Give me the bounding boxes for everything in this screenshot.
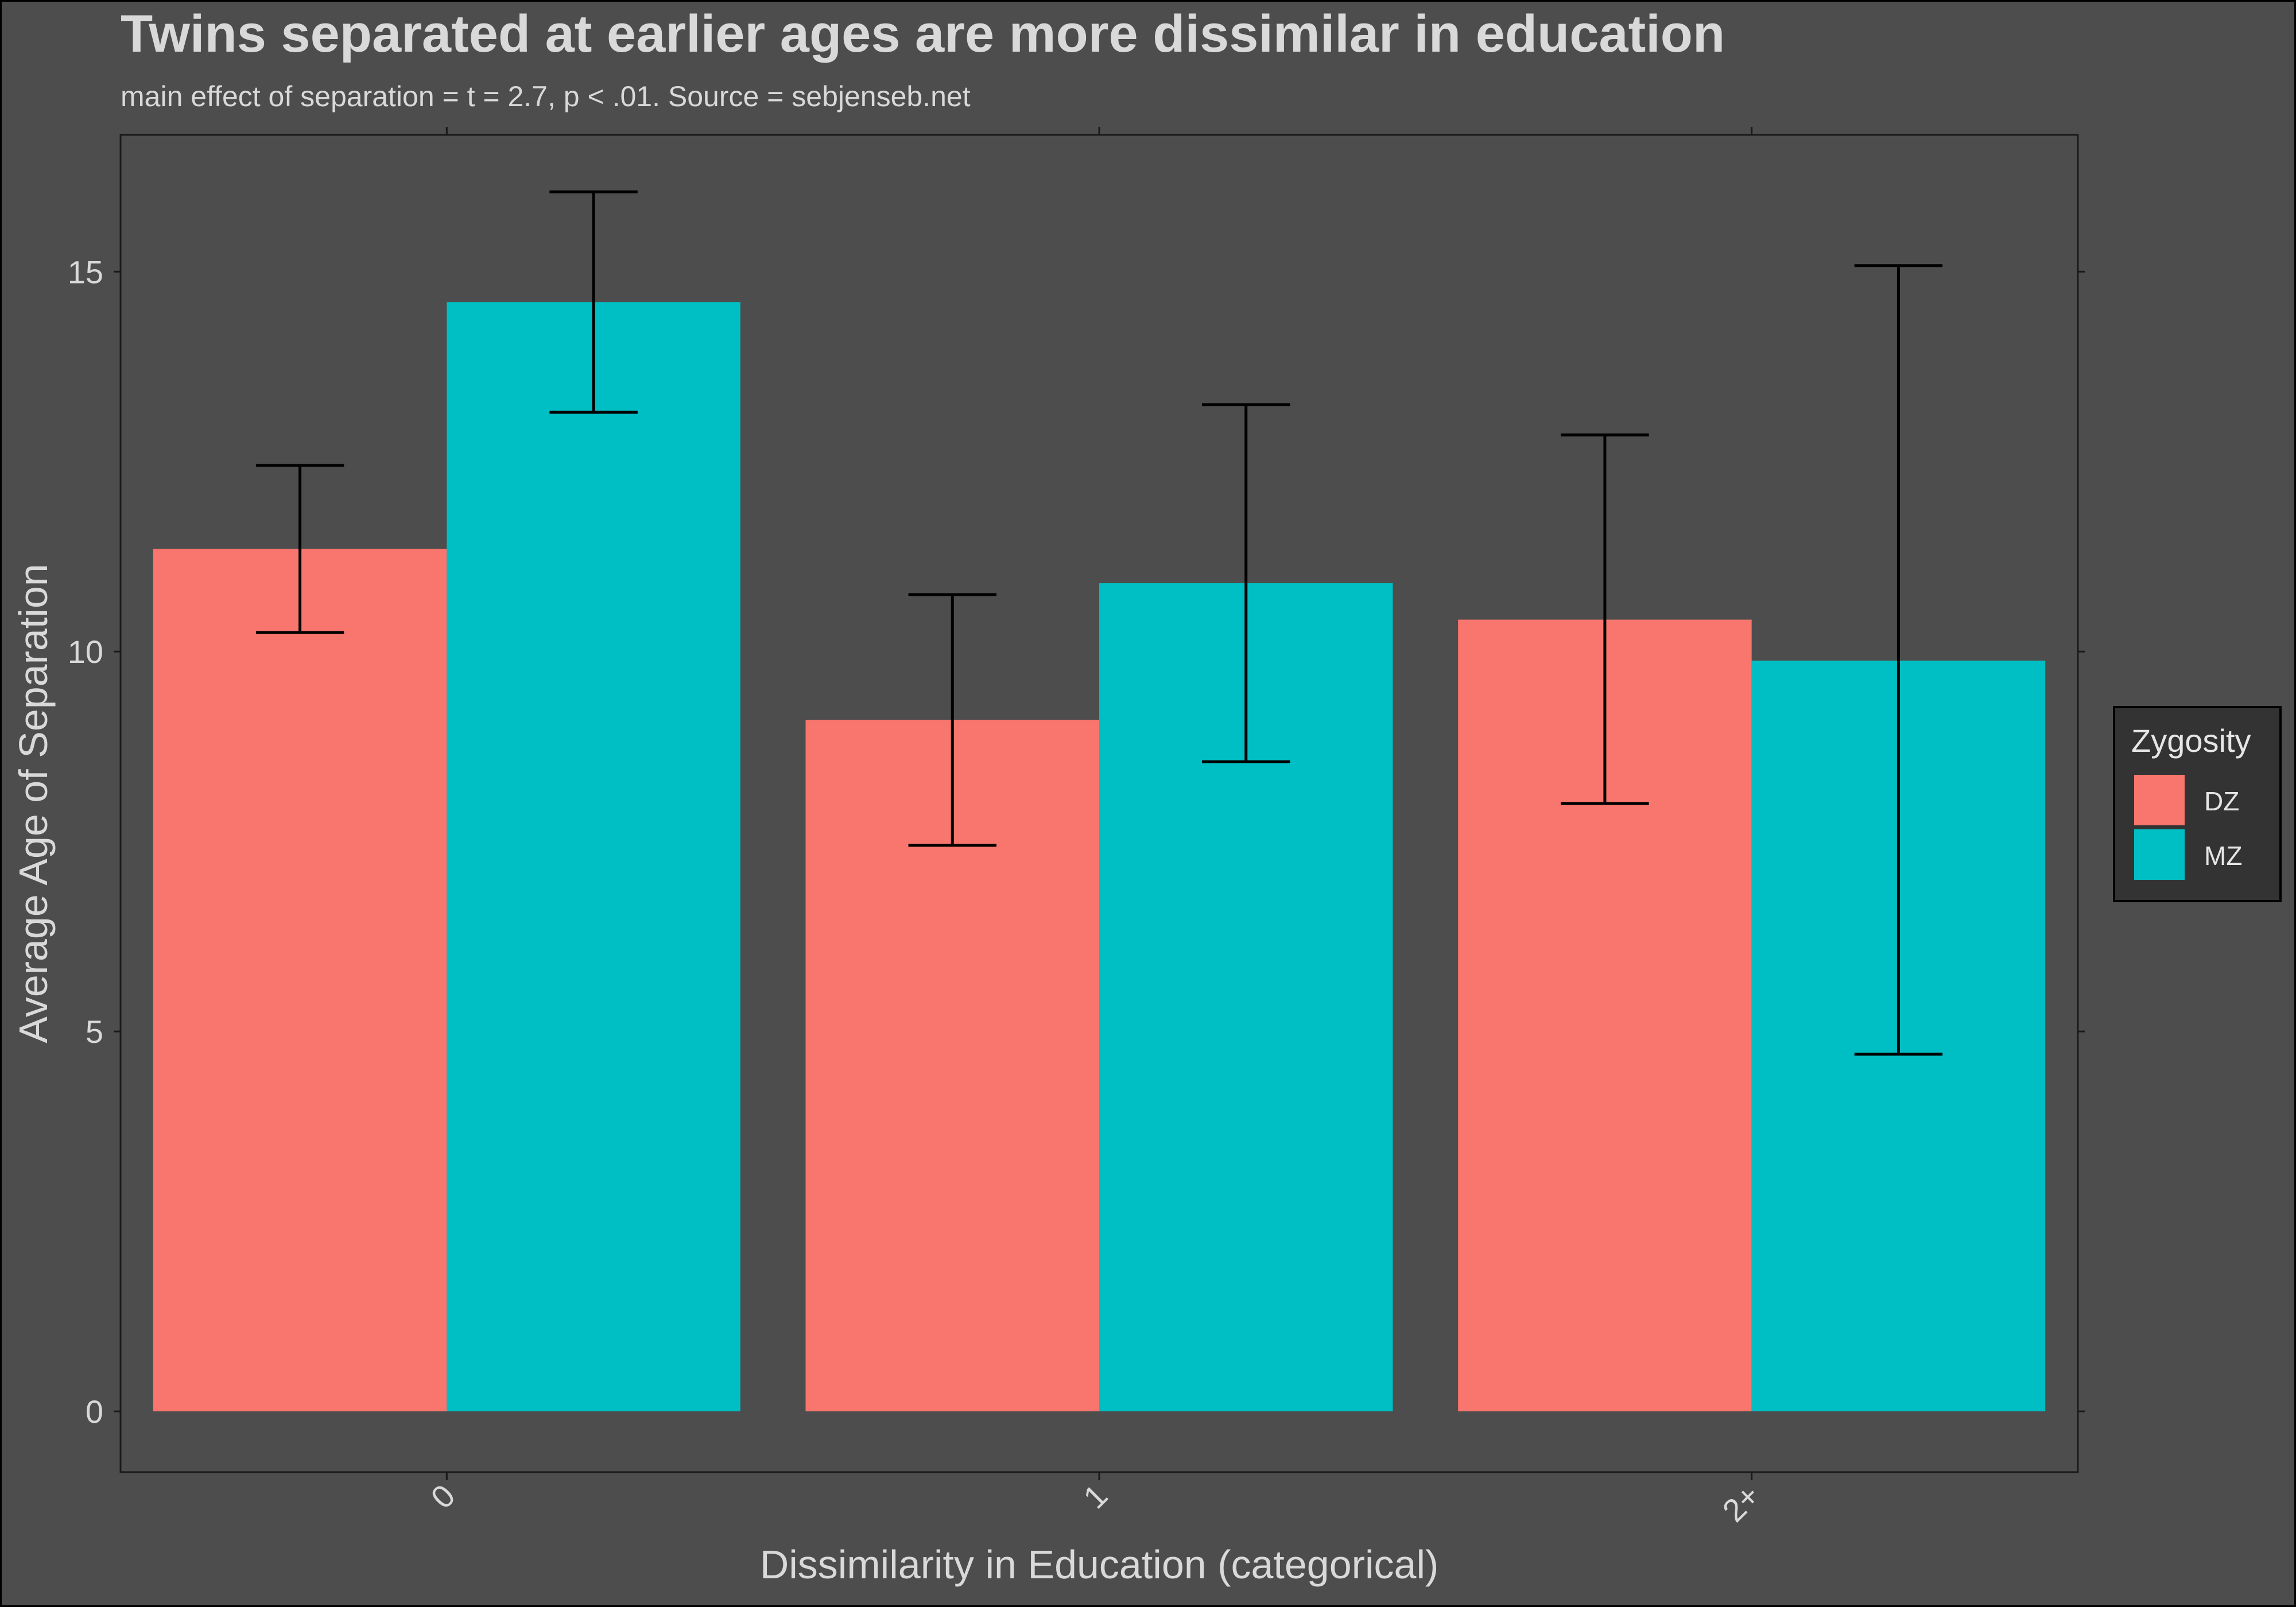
legend-swatch-mz <box>2134 829 2185 880</box>
y-axis: 0 5 10 15 <box>68 254 2085 1430</box>
errorbar-dz-1 <box>908 593 996 847</box>
legend-label-mz: MZ <box>2204 841 2242 871</box>
errorbar-mz-0 <box>549 190 638 414</box>
legend-label-dz: DZ <box>2204 786 2239 816</box>
legend-swatch-dz <box>2134 775 2185 825</box>
y-tick-label: 5 <box>86 1014 103 1050</box>
errorbar-dz-2 <box>1561 433 1649 805</box>
x-tick-label: 1 <box>1076 1477 1115 1516</box>
y-tick-label: 0 <box>86 1393 103 1430</box>
bar-dz-0 <box>153 549 447 1412</box>
x-axis-title: Dissimilarity in Education (categorical) <box>760 1542 1439 1587</box>
bar-mz-0 <box>447 302 740 1412</box>
legend-title: Zygosity <box>2131 723 2251 759</box>
legend-items: DZ MZ <box>2134 775 2242 880</box>
legend: Zygosity DZ MZ <box>2113 706 2282 902</box>
x-tick-label: 2+ <box>1715 1477 1767 1529</box>
y-tick-label: 15 <box>68 254 103 290</box>
y-axis-title: Average Age of Separation <box>11 564 56 1043</box>
errorbar-mz-2 <box>1854 264 1943 1056</box>
chart-title: Twins separated at earlier ages are more… <box>121 5 1725 63</box>
x-tick-label: 0 <box>424 1477 462 1516</box>
error-bars-layer <box>255 190 1943 1056</box>
errorbar-dz-0 <box>255 464 344 634</box>
chart-subtitle: main effect of separation = t = 2.7, p <… <box>121 80 971 112</box>
errorbar-mz-1 <box>1202 403 1290 763</box>
y-tick-label: 10 <box>68 634 103 670</box>
